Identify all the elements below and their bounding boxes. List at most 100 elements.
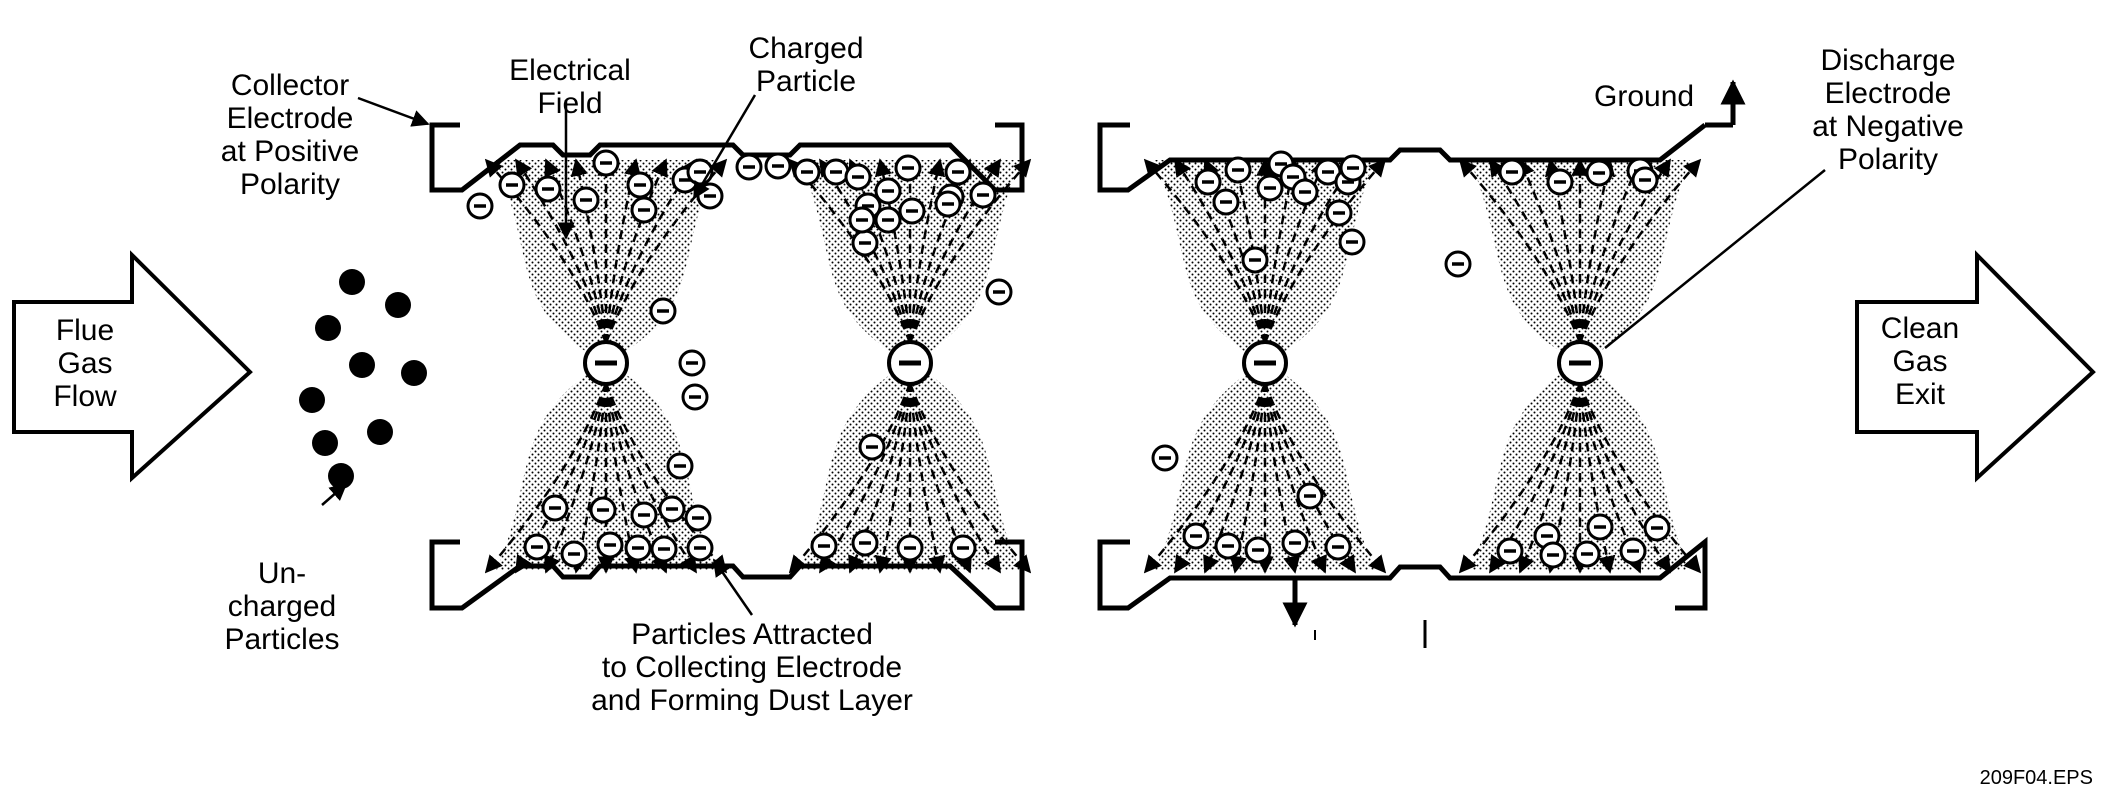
- top-plate-left: [429, 122, 1025, 193]
- charged-particle: [1256, 174, 1284, 202]
- field-line: [1263, 158, 1387, 344]
- field-line: [908, 382, 946, 574]
- charged-particle: [1586, 513, 1614, 541]
- charged-particle: [1339, 154, 1367, 182]
- uncharged-particle: [367, 419, 393, 445]
- charged-particle: [898, 197, 926, 225]
- charged-particle: [764, 152, 792, 180]
- charged-particle: [1324, 533, 1352, 561]
- charged-particle: [1296, 482, 1324, 510]
- top-plate-right: [1097, 122, 1707, 193]
- electrical-field-region: [1470, 160, 1690, 570]
- discharge-electrodes: [583, 340, 1603, 386]
- electrical-field-region: [800, 160, 1020, 570]
- charged-particle: [630, 196, 658, 224]
- field-line: [604, 158, 668, 344]
- svg-text:Discharge: Discharge: [1820, 44, 1955, 77]
- charged-particle: [1151, 444, 1179, 472]
- field-line: [1578, 158, 1702, 344]
- label-flue-gas-flow: Flue Gas Flow: [53, 314, 117, 413]
- charged-particle: [1325, 199, 1353, 227]
- field-line: [570, 158, 608, 344]
- label-clean-gas-exit: Clean Gas Exit: [1881, 312, 1959, 411]
- field-line: [604, 382, 728, 574]
- svg-text:Exit: Exit: [1895, 378, 1946, 411]
- uncharged-particle: [339, 269, 365, 295]
- charged-particle: [1643, 514, 1671, 542]
- charged-particle: [681, 383, 709, 411]
- field-line: [1578, 382, 1702, 574]
- charged-particle: [1539, 541, 1567, 569]
- charged-particle: [874, 177, 902, 205]
- field-line: [818, 158, 912, 344]
- charged-particles: [466, 149, 1671, 569]
- charged-particle: [592, 149, 620, 177]
- field-line: [1143, 382, 1267, 574]
- charged-particle: [596, 531, 624, 559]
- label-charged-particle: Charged Particle: [748, 32, 863, 98]
- field-line: [1173, 158, 1267, 344]
- svg-text:Un-: Un-: [258, 557, 306, 590]
- label-discharge-electrode: Discharge Electrode at Negative Polarity: [1812, 44, 1964, 176]
- charged-particle: [1619, 537, 1647, 565]
- svg-text:Gas: Gas: [57, 347, 112, 380]
- charged-particle: [630, 501, 658, 529]
- field-line: [514, 158, 608, 344]
- svg-text:Flow: Flow: [53, 380, 117, 413]
- charged-particle: [624, 534, 652, 562]
- svg-text:Flue: Flue: [56, 314, 114, 347]
- field-line: [604, 158, 642, 344]
- charged-particle: [1573, 540, 1601, 568]
- svg-text:Gas: Gas: [1892, 345, 1947, 378]
- field-line: [1544, 158, 1582, 344]
- field-line: [908, 382, 1002, 574]
- field-line: [544, 382, 608, 574]
- field-line: [874, 158, 912, 344]
- svg-text:Clean: Clean: [1881, 312, 1959, 345]
- charged-particle: [678, 349, 706, 377]
- field-line: [1518, 158, 1582, 344]
- charged-particle: [1631, 166, 1659, 194]
- electrical-field-region: [496, 160, 716, 570]
- field-line: [1578, 382, 1672, 574]
- label-ground: Ground: [1594, 80, 1694, 113]
- charged-particle: [498, 171, 526, 199]
- svg-text:Collector: Collector: [231, 69, 349, 102]
- charged-particle: [589, 496, 617, 524]
- charged-particle: [650, 535, 678, 563]
- svg-text:Charged: Charged: [748, 32, 863, 65]
- charged-particle: [649, 297, 677, 325]
- charged-particle: [1498, 158, 1526, 186]
- charged-particle: [572, 186, 600, 214]
- charged-particle: [1291, 178, 1319, 206]
- field-line: [1578, 158, 1616, 344]
- svg-text:charged: charged: [228, 590, 336, 623]
- svg-text:at Positive: at Positive: [221, 135, 359, 168]
- label-particles-attracted: Particles Attracted to Collecting Electr…: [591, 618, 913, 717]
- field-line: [604, 158, 698, 344]
- charged-particle: [896, 534, 924, 562]
- field-line: [874, 382, 912, 574]
- label-uncharged-particles: Un- charged Particles: [224, 557, 339, 656]
- charged-particle: [1444, 250, 1472, 278]
- charged-particle: [466, 192, 494, 220]
- svg-text:Electrical: Electrical: [509, 54, 631, 87]
- svg-text:Particle: Particle: [756, 65, 856, 98]
- charged-particle: [541, 494, 569, 522]
- charged-particle: [523, 533, 551, 561]
- field-line: [604, 382, 698, 574]
- charged-particle: [1585, 159, 1613, 187]
- field-line: [1263, 382, 1387, 574]
- uncharged-particle: [312, 430, 338, 456]
- svg-text:at Negative: at Negative: [1812, 110, 1964, 143]
- charged-particle: [844, 163, 872, 191]
- bottom-plate-left: [429, 539, 1025, 611]
- uncharged-particles: [299, 269, 427, 489]
- charged-particle: [666, 452, 694, 480]
- charged-particle: [793, 158, 821, 186]
- charged-particle: [848, 206, 876, 234]
- svg-text:Particles: Particles: [224, 623, 339, 656]
- uncharged-particle: [315, 315, 341, 341]
- svg-text:Polarity: Polarity: [1838, 143, 1938, 176]
- charged-particle: [686, 534, 714, 562]
